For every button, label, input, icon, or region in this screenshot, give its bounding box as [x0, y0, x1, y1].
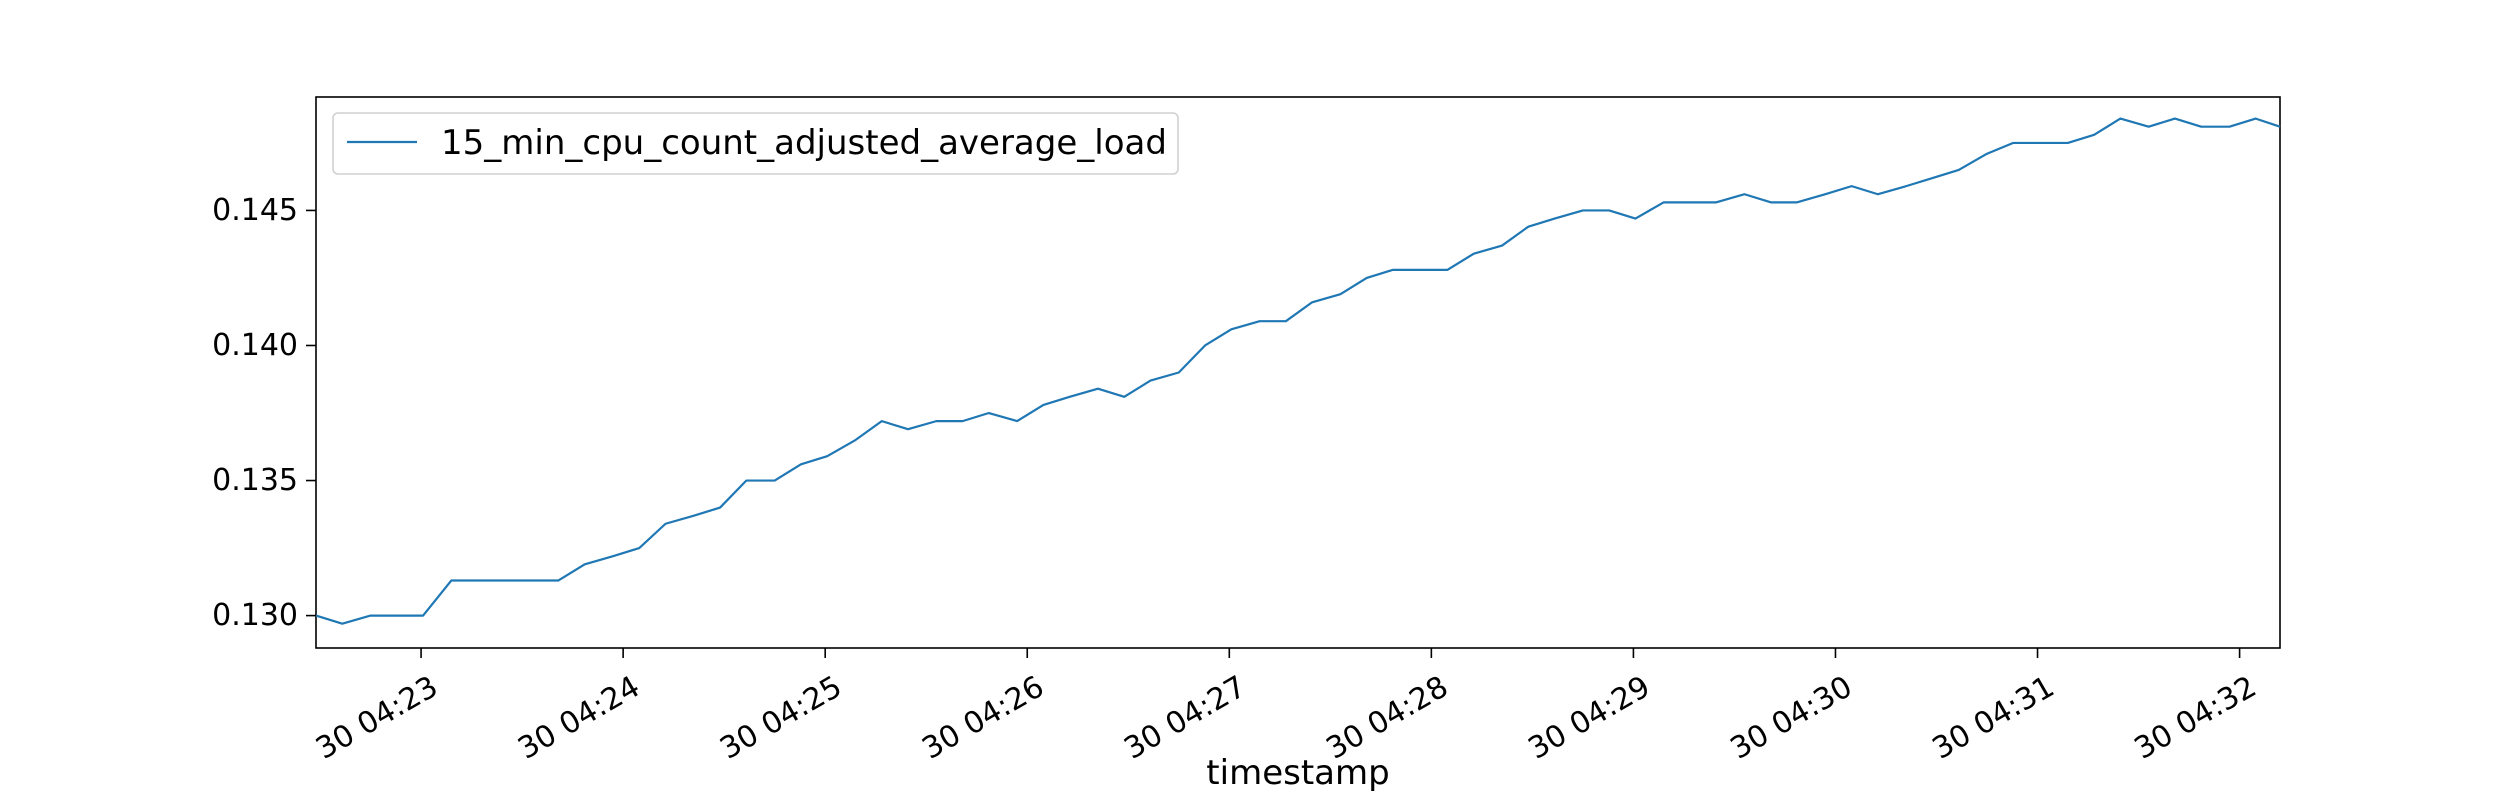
- plot-frame: [315, 96, 2281, 649]
- y-tick-label: 0.145: [212, 193, 298, 228]
- x-axis-title: timestamp: [1206, 753, 1389, 793]
- x-tick-label: 30 04:26: [916, 669, 1050, 766]
- x-tick-label: 30 04:25: [714, 669, 848, 766]
- x-tick-label: 30 04:32: [2129, 669, 2263, 766]
- x-tick-label: 30 04:30: [1725, 669, 1859, 766]
- y-tick-label: 0.130: [212, 598, 298, 633]
- x-axis: 30 04:23 30 04:24 30 04:25 30 04:26 30 04:27…: [310, 648, 2262, 767]
- legend: 15_min_cpu_count_adjusted_average_load: [332, 112, 1179, 175]
- plot-area: [315, 96, 2281, 649]
- x-tick-label: 30 04:31: [1927, 669, 2061, 766]
- y-tick-label: 0.140: [212, 328, 298, 363]
- legend-box: [332, 112, 1179, 175]
- y-axis: 0.130 0.135 0.140 0.145: [212, 193, 316, 633]
- x-tick-label: 30 04:23: [310, 669, 444, 766]
- legend-label: 15_min_cpu_count_adjusted_average_load: [441, 123, 1167, 163]
- x-tick-label: 30 04:29: [1523, 669, 1657, 766]
- series-line: [315, 117, 2281, 625]
- x-tick-label: 30 04:24: [512, 669, 646, 766]
- y-tick-label: 0.135: [212, 463, 298, 498]
